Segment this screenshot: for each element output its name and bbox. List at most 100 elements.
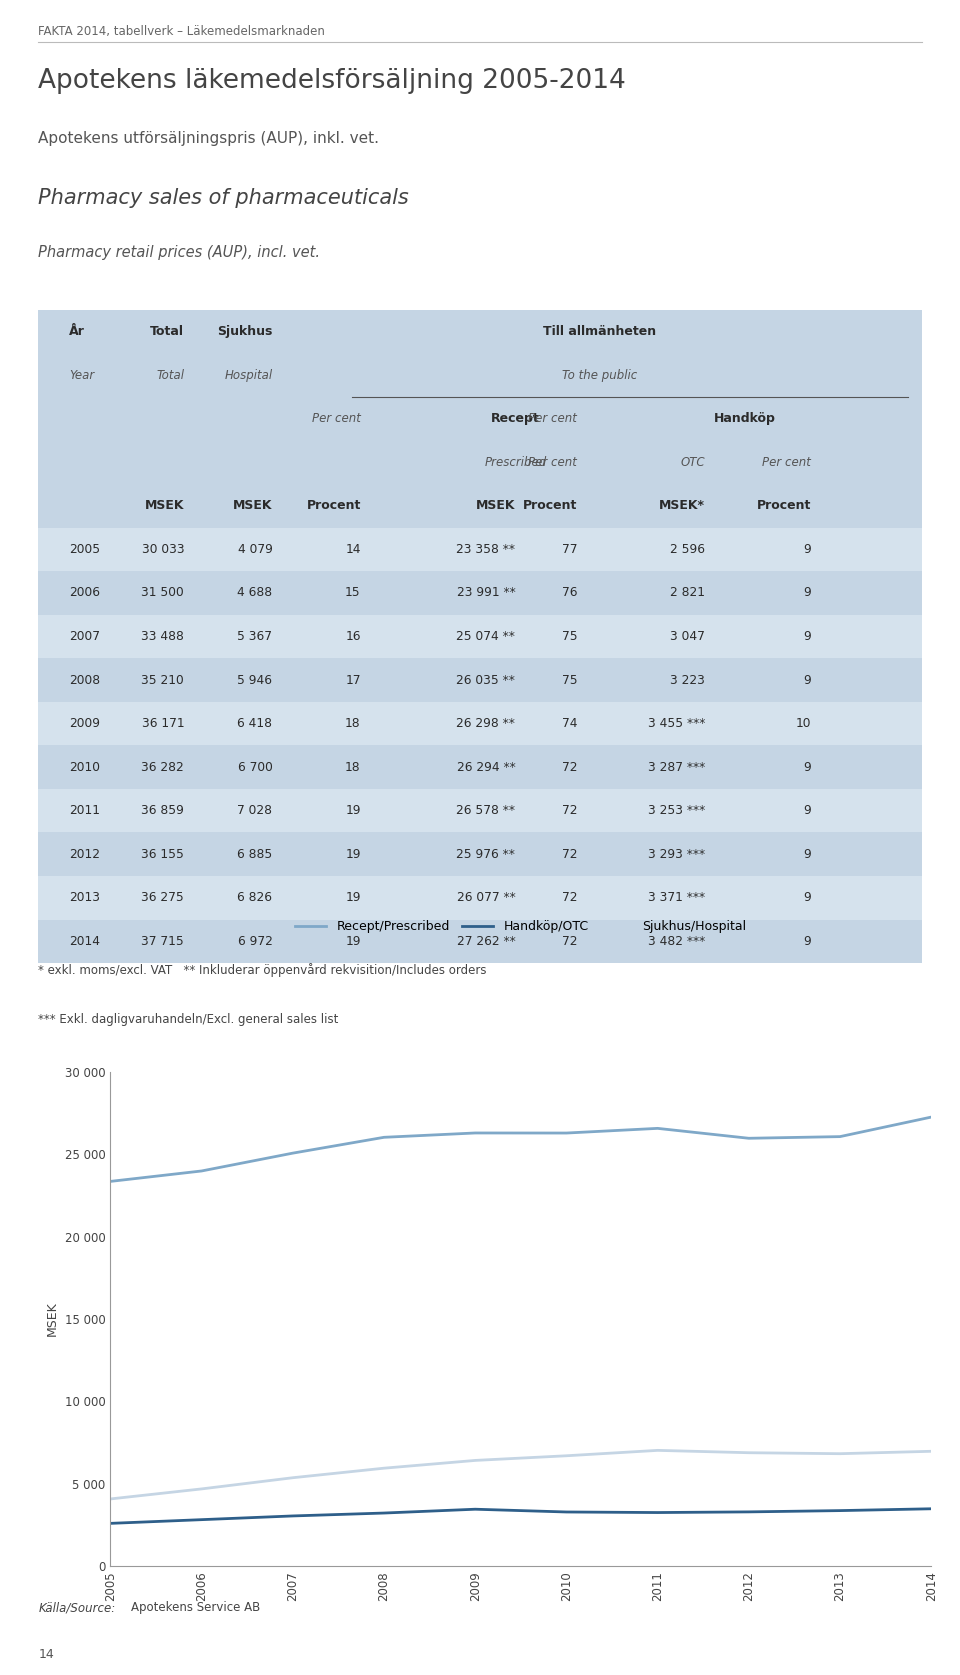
Text: OTC: OTC [681, 456, 706, 469]
Sjukhus/Hospital [834, 1444, 846, 1464]
Sjukhus/Hospital [196, 1479, 207, 1499]
Bar [38, 789, 922, 832]
Line: Recept/Prescribed: Recept/Prescribed [110, 1117, 931, 1181]
Text: 23 991 **: 23 991 ** [457, 586, 516, 600]
Handköp/OTC [652, 1502, 663, 1523]
Text: 36 275: 36 275 [141, 891, 184, 904]
Text: Apotekens utförsäljningspris (AUP), inkl. vet.: Apotekens utförsäljningspris (AUP), inkl… [38, 131, 379, 146]
Text: 10: 10 [796, 717, 811, 730]
Handköp/OTC [196, 1509, 207, 1529]
Text: 26 294 **: 26 294 ** [457, 760, 516, 774]
Recept/Prescribed [378, 1127, 390, 1147]
Text: Per cent: Per cent [528, 412, 577, 425]
Text: Apotekens Service AB: Apotekens Service AB [132, 1601, 260, 1615]
Sjukhus/Hospital [652, 1440, 663, 1461]
Text: 9: 9 [804, 848, 811, 861]
Text: Källa/Source:: Källa/Source: [38, 1601, 115, 1615]
Text: 31 500: 31 500 [141, 586, 184, 600]
Text: Till allmänheten: Till allmänheten [542, 325, 656, 338]
Recept/Prescribed [743, 1129, 755, 1149]
Text: 36 859: 36 859 [141, 804, 184, 817]
Text: 18: 18 [346, 717, 361, 730]
Bar [38, 615, 922, 658]
Text: Total: Total [156, 368, 184, 382]
Text: 23 358 **: 23 358 ** [456, 543, 516, 556]
Text: Hospital: Hospital [225, 368, 273, 382]
Text: 6 418: 6 418 [237, 717, 273, 730]
Text: 26 298 **: 26 298 ** [456, 717, 516, 730]
Text: 72: 72 [562, 804, 577, 817]
Handköp/OTC [925, 1499, 937, 1519]
Text: 7 028: 7 028 [237, 804, 273, 817]
Text: 25 976 **: 25 976 ** [456, 848, 516, 861]
Recept/Prescribed [925, 1107, 937, 1127]
Text: 3 223: 3 223 [670, 673, 706, 687]
Text: Per cent: Per cent [312, 412, 361, 425]
Bar [38, 876, 922, 920]
Text: 2013: 2013 [69, 891, 100, 904]
Text: 26 077 **: 26 077 ** [457, 891, 516, 904]
Text: 3 047: 3 047 [670, 630, 706, 643]
Text: 2005: 2005 [69, 543, 101, 556]
Recept/Prescribed [105, 1171, 116, 1191]
Text: 75: 75 [562, 630, 577, 643]
Text: Per cent: Per cent [528, 456, 577, 469]
Text: 4 688: 4 688 [237, 586, 273, 600]
Text: 35 210: 35 210 [141, 673, 184, 687]
Handköp/OTC [469, 1499, 481, 1519]
Text: 3 455 ***: 3 455 *** [648, 717, 706, 730]
Text: 36 282: 36 282 [141, 760, 184, 774]
Bar [38, 528, 922, 571]
Handköp/OTC [105, 1513, 116, 1533]
Line: Handköp/OTC: Handköp/OTC [110, 1509, 931, 1523]
Text: Pharmacy sales of pharmaceuticals: Pharmacy sales of pharmaceuticals [38, 188, 409, 208]
Text: 6 700: 6 700 [237, 760, 273, 774]
Sjukhus/Hospital [378, 1459, 390, 1479]
Text: Sjukhus: Sjukhus [217, 325, 273, 338]
Text: *** Exkl. dagligvaruhandeln/Excl. general sales list: *** Exkl. dagligvaruhandeln/Excl. genera… [38, 1013, 339, 1027]
Recept/Prescribed [469, 1122, 481, 1142]
Text: Year: Year [69, 368, 95, 382]
Text: 14: 14 [38, 1648, 54, 1662]
Text: 3 371 ***: 3 371 *** [648, 891, 706, 904]
Sjukhus/Hospital [561, 1446, 572, 1466]
Text: 25 074 **: 25 074 ** [456, 630, 516, 643]
Text: 15: 15 [346, 586, 361, 600]
Text: MSEK: MSEK [233, 499, 273, 513]
Text: 72: 72 [562, 935, 577, 948]
Text: 33 488: 33 488 [141, 630, 184, 643]
Bar [38, 658, 922, 702]
Text: 19: 19 [346, 935, 361, 948]
Text: 72: 72 [562, 760, 577, 774]
Text: 3 287 ***: 3 287 *** [648, 760, 706, 774]
Text: 27 262 **: 27 262 ** [457, 935, 516, 948]
Text: Procent: Procent [756, 499, 811, 513]
Sjukhus/Hospital [105, 1489, 116, 1509]
Text: MSEK: MSEK [476, 499, 516, 513]
Text: 74: 74 [562, 717, 577, 730]
Text: FAKTA 2014, tabellverk – Läkemedelsmarknaden: FAKTA 2014, tabellverk – Läkemedelsmarkn… [38, 25, 325, 39]
Text: 3 482 ***: 3 482 *** [648, 935, 706, 948]
Handköp/OTC [561, 1502, 572, 1523]
Handköp/OTC [287, 1506, 299, 1526]
Text: 9: 9 [804, 673, 811, 687]
Text: 2006: 2006 [69, 586, 100, 600]
Text: 30 033: 30 033 [141, 543, 184, 556]
Sjukhus/Hospital [743, 1442, 755, 1462]
Text: Per cent: Per cent [762, 456, 811, 469]
Text: Pharmacy retail prices (AUP), incl. vet.: Pharmacy retail prices (AUP), incl. vet. [38, 245, 321, 260]
Text: 6 885: 6 885 [237, 848, 273, 861]
Text: 72: 72 [562, 891, 577, 904]
Recept/Prescribed [561, 1122, 572, 1142]
Text: Procent: Procent [523, 499, 577, 513]
Text: 9: 9 [804, 804, 811, 817]
Text: To the public: To the public [562, 368, 636, 382]
Text: 2 821: 2 821 [670, 586, 706, 600]
Text: 19: 19 [346, 891, 361, 904]
Text: 36 155: 36 155 [141, 848, 184, 861]
Bar [38, 702, 922, 745]
Text: 19: 19 [346, 848, 361, 861]
Recept/Prescribed [196, 1161, 207, 1181]
Text: 9: 9 [804, 543, 811, 556]
Text: MSEK*: MSEK* [660, 499, 706, 513]
